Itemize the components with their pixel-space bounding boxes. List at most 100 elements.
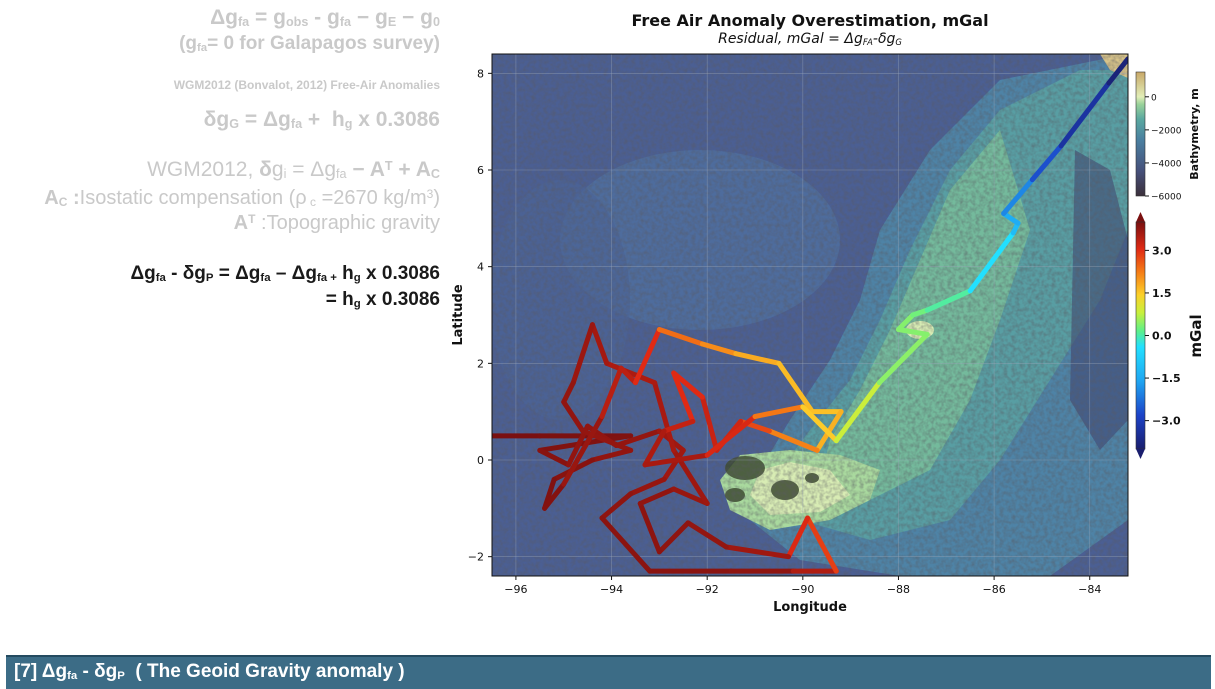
track-segment xyxy=(661,447,686,482)
y-tick-label: 0 xyxy=(477,454,484,467)
track-segment xyxy=(766,428,820,453)
track-segment xyxy=(618,365,638,386)
track-segment xyxy=(1001,177,1035,216)
track-segment xyxy=(699,341,739,357)
y-tick-label: 4 xyxy=(477,261,484,274)
track-segment xyxy=(704,414,758,458)
residual-colorbar-bottom-arrow xyxy=(1136,449,1145,459)
bathymetry-tick-label: −6000 xyxy=(1151,193,1182,203)
track-segment xyxy=(642,428,667,468)
track-segment xyxy=(652,380,677,453)
residual-tick-label: 0.0 xyxy=(1152,330,1172,343)
track-segment xyxy=(561,414,605,487)
track-segment xyxy=(656,428,686,453)
track-segment xyxy=(632,327,662,386)
axes: −96 −94 −92 −90 −88 −86 −84 −2 0 2 4 6 8 xyxy=(468,67,1102,596)
definition-isostatic-compensation: AC :Isostatic compensation (ρ c =2670 kg… xyxy=(44,187,440,209)
track-segment xyxy=(599,515,653,574)
track-segment xyxy=(752,404,806,419)
track-segment xyxy=(589,322,610,366)
track-segment xyxy=(542,476,557,511)
track-segment xyxy=(671,370,696,424)
residual-colorbar-ticks: 3.0 1.5 0.0 −1.5 −3.0 xyxy=(1145,244,1181,428)
formula-galapagos-note: (gfa= 0 for Galapagos survey) xyxy=(179,33,440,54)
track-segment xyxy=(876,331,930,386)
track-segment xyxy=(585,423,619,448)
track-segment xyxy=(561,399,586,434)
y-axis-label: Latitude xyxy=(451,284,466,346)
track-segment xyxy=(895,327,930,337)
residual-colorbar-top-arrow xyxy=(1136,212,1145,222)
y-tick-label: 8 xyxy=(477,67,484,80)
x-tick-label: −88 xyxy=(887,583,910,596)
formula-residual-line2: = hg x 0.3086 xyxy=(325,289,440,310)
section-footer-bar: [7] Δgfa - δgP ( The Geoid Gravity anoma… xyxy=(6,655,1211,689)
track-segment xyxy=(599,365,624,419)
track-segment xyxy=(580,428,634,453)
track-segment xyxy=(895,312,916,332)
residual-colorbar xyxy=(1135,221,1146,450)
track-segment xyxy=(628,476,667,497)
track-segment xyxy=(805,515,839,574)
residual-colorbar-label: mGal xyxy=(1187,314,1205,357)
track-segment xyxy=(671,370,705,400)
x-tick-label: −96 xyxy=(504,583,527,596)
track-segment xyxy=(613,428,662,448)
track-segment xyxy=(1058,80,1112,149)
ship-track xyxy=(492,56,1128,574)
formula-geoid-gravity: δgG = Δgfa + hg x 0.3086 xyxy=(203,108,440,131)
track-segment xyxy=(1001,211,1021,226)
track-segment xyxy=(671,486,710,506)
track-segment xyxy=(800,404,839,444)
y-tick-label: −2 xyxy=(468,551,484,564)
residual-tick-label: 3.0 xyxy=(1152,244,1172,257)
x-tick-label: −92 xyxy=(696,583,719,596)
track-segment xyxy=(637,501,662,555)
formula-residual-line1: Δgfa - δgP = Δgfa – Δgfa + hg x 0.3086 xyxy=(130,263,440,284)
bathymetry-tick-label: −2000 xyxy=(1151,126,1182,136)
track-segment xyxy=(967,230,1016,294)
track-segment xyxy=(637,486,677,506)
chart-subtitle: Residual, mGal = ΔgFA-δgG xyxy=(718,31,902,47)
track-segment xyxy=(599,491,634,521)
bathymetry-tick-label: 0 xyxy=(1151,93,1157,103)
track-segment xyxy=(537,447,572,468)
track-segment xyxy=(537,433,634,453)
track-segment xyxy=(723,544,791,560)
x-tick-label: −94 xyxy=(600,583,623,596)
bathymetry-layer xyxy=(492,54,1128,576)
y-tick-label: 6 xyxy=(477,164,484,177)
track-segment xyxy=(561,380,576,405)
track-segment xyxy=(589,447,634,463)
wgm-source-note: WGM2012 (Bonvalot, 2012) Free-Air Anomal… xyxy=(173,78,440,92)
formula-wgm2012-isostatic: WGM2012, δgi = Δgfa − AT + AC xyxy=(147,158,440,181)
x-tick-label: −90 xyxy=(791,583,814,596)
definition-topographic-gravity: AT :Topographic gravity xyxy=(233,212,440,234)
track-segment xyxy=(685,520,729,550)
track-segment xyxy=(699,394,720,453)
track-segment xyxy=(833,380,882,444)
track-segment xyxy=(642,452,710,468)
track-segment xyxy=(566,423,591,468)
track-segment xyxy=(776,360,815,415)
residual-tick-label: −1.5 xyxy=(1152,372,1181,385)
track-segment xyxy=(714,418,744,453)
track-segment xyxy=(656,327,705,347)
section-footer-title: [7] Δgfa - δgP ( The Geoid Gravity anoma… xyxy=(14,661,405,682)
track-segment xyxy=(1029,143,1064,183)
y-tick-label: 2 xyxy=(477,357,484,370)
track-segment xyxy=(551,457,595,482)
track-segment xyxy=(738,418,772,434)
formula-free-air-anomaly: Δgfa = gobs - gfa − gE − g0 xyxy=(210,6,440,29)
x-tick-label: −84 xyxy=(1078,583,1101,596)
track-segment xyxy=(661,418,696,434)
residual-tick-label: 1.5 xyxy=(1152,287,1172,300)
x-axis-label: Longitude xyxy=(773,600,847,615)
bathymetry-tick-label: −4000 xyxy=(1151,159,1182,169)
track-segment xyxy=(604,360,658,386)
bathymetry-colorbar-ticks: 0 −2000 −4000 −6000 xyxy=(1145,93,1182,203)
track-segment xyxy=(1106,56,1128,86)
track-segment xyxy=(570,322,595,386)
chart-title: Free Air Anomaly Overestimation, mGal xyxy=(631,11,989,30)
